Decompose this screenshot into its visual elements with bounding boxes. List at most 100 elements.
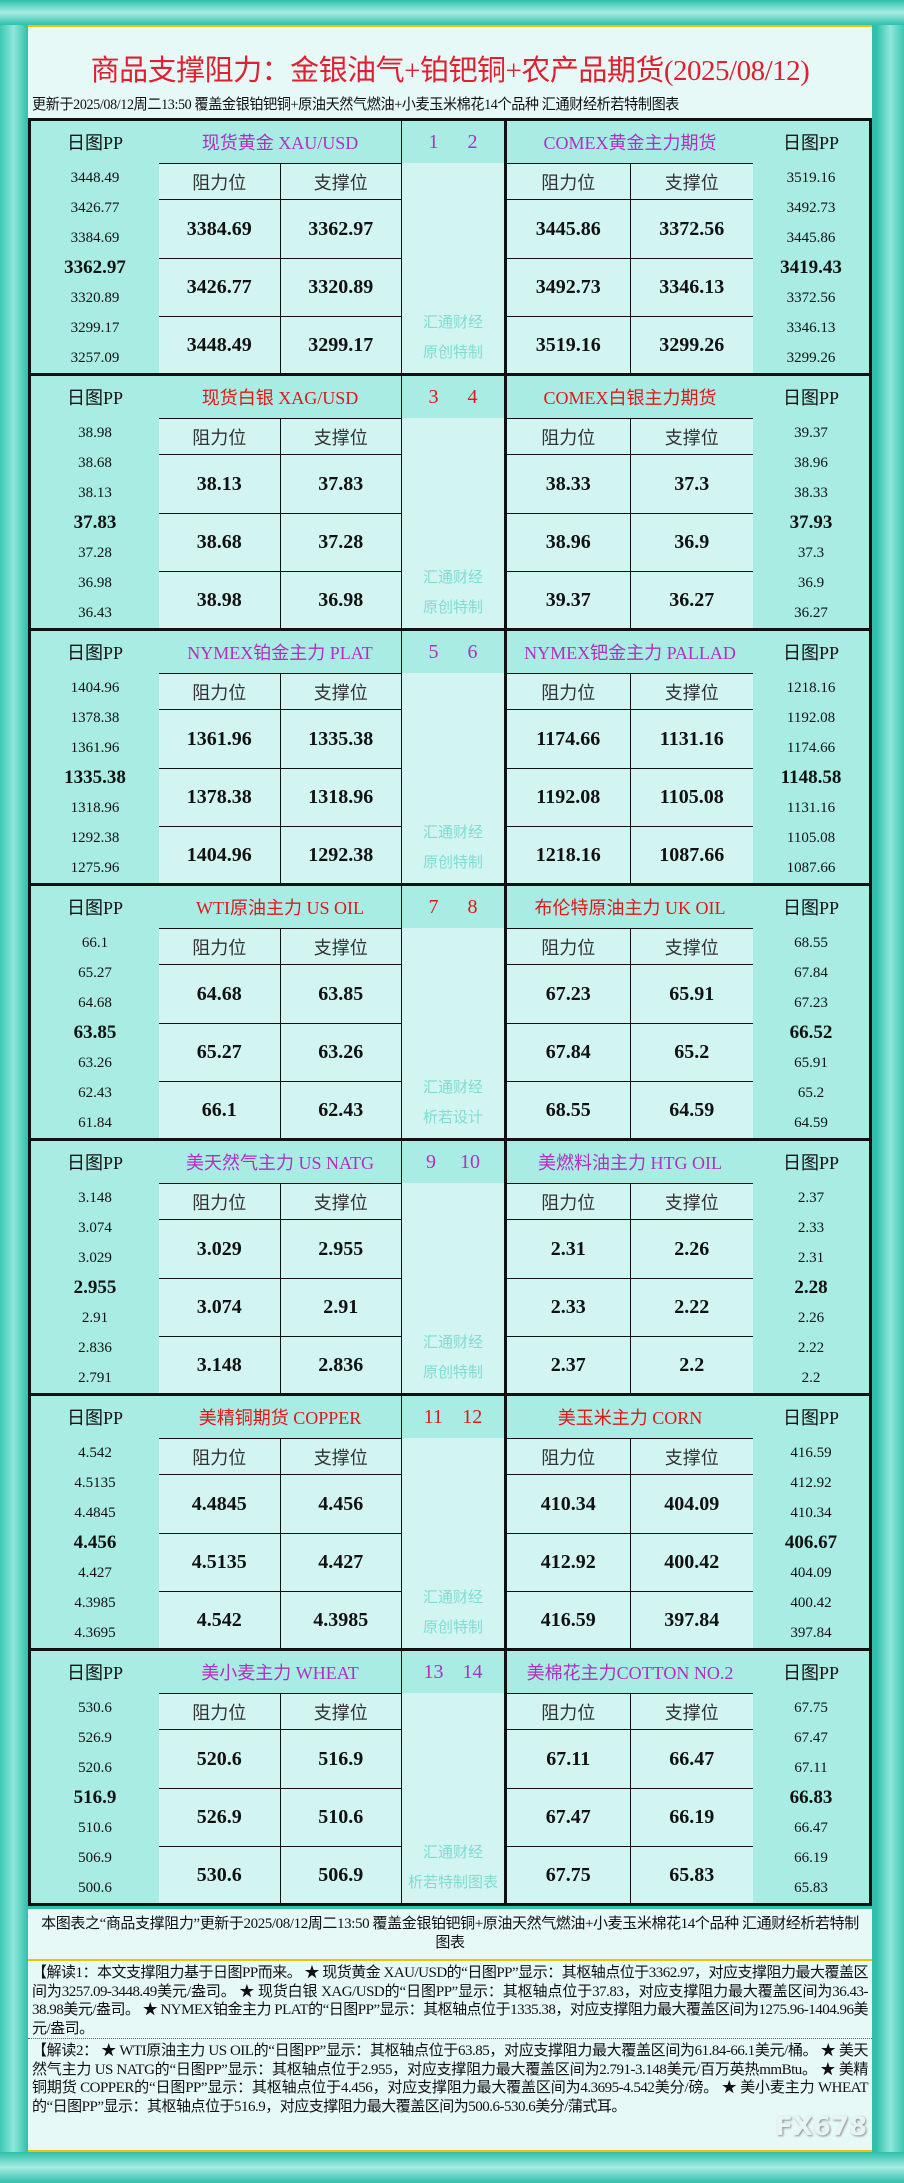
center-body: 汇通财经 原创特制: [402, 418, 504, 628]
table-row: 1404.96 1292.38: [159, 826, 401, 884]
pp-level-value: 4.3695: [74, 1625, 116, 1641]
center-column: 7 8 汇通财经 析若设计: [401, 886, 507, 1138]
commodity-section: 日图PP 美小麦主力 WHEAT 530.6 526.9 520.6 516.9 510.6…: [28, 1651, 872, 1906]
center-column: 9 10 汇通财经 原创特制: [401, 1141, 507, 1393]
resistance-value: 67.84: [545, 1041, 591, 1063]
resistance-value: 67.23: [545, 982, 591, 1005]
resistance-value: 67.11: [546, 1747, 591, 1770]
support-value: 2.26: [629, 1220, 754, 1278]
table-row: 67.11 66.47: [507, 1730, 753, 1788]
resistance-value: 412.92: [540, 1551, 596, 1573]
support-value: 506.9: [279, 1847, 402, 1904]
table-row: 3445.86 3372.56: [507, 200, 753, 258]
pp-level-value: 67.23: [794, 995, 828, 1011]
support-value: 1292.38: [279, 827, 402, 884]
pp-level-value: 1292.38: [70, 830, 120, 846]
pp-level-value: 65.83: [794, 1880, 828, 1896]
support-header: 支撑位: [279, 164, 402, 199]
watermark-text: 析若设计: [422, 1110, 483, 1126]
pp-level-value: 67.11: [794, 1760, 828, 1776]
support-value: 510.6: [279, 1789, 402, 1846]
support-value: 4.456: [279, 1475, 402, 1533]
pp-level-value: 37.3: [797, 545, 825, 561]
commodity-section: 日图PP 现货白银 XAG/USD 38.98 38.68 38.13 37.83 37.2…: [28, 376, 872, 631]
pp-level-value: 38.13: [78, 485, 112, 501]
support-value: 63.26: [279, 1024, 402, 1081]
instrument-name: 现货白银 XAG/USD: [201, 388, 359, 408]
resistance-value: 1192.08: [536, 786, 601, 808]
pp-levels-column: 416.59 412.92 410.34 406.67 404.09 400.42 397.…: [753, 1438, 869, 1648]
update-subtitle: 更新于2025/08/12周二13:50 覆盖金银铂钯铜+原油天然气燃油+小麦玉…: [32, 97, 680, 113]
pp-level-value: 67.47: [794, 1730, 828, 1746]
pivot-point-value: 406.67: [784, 1532, 838, 1553]
pp-level-value: 397.84: [790, 1625, 832, 1641]
instrument-name: 美小麦主力 WHEAT: [201, 1663, 359, 1683]
section-number: 7: [428, 895, 439, 918]
resistance-value: 3445.86: [535, 217, 601, 240]
support-header: 支撑位: [629, 164, 754, 199]
pp-level-value: 4.542: [78, 1445, 112, 1461]
center-body: 汇通财经 原创特制: [402, 1438, 504, 1648]
pp-header: 日图PP: [66, 1663, 124, 1683]
pp-level-value: 66.1: [81, 935, 109, 951]
pp-levels-column: 2.37 2.33 2.31 2.28 2.26 2.22 2.2: [753, 1183, 869, 1393]
pp-level-value: 38.68: [78, 455, 112, 471]
table-header: 阻力位 支撑位: [159, 1439, 401, 1475]
resistance-value: 3.074: [196, 1296, 242, 1318]
pp-level-value: 67.75: [794, 1700, 828, 1716]
pp-level-value: 3372.56: [786, 290, 836, 306]
resistance-header: 阻力位: [192, 172, 247, 193]
pp-header: 日图PP: [66, 388, 124, 408]
pp-levels-column: 67.75 67.47 67.11 66.83 66.47 66.19 65.83: [753, 1693, 869, 1903]
title-box: 商品支撑阻力：金银油气+铂钯铜+农产品期货(2025/08/12) 更新于202…: [28, 25, 872, 121]
support-value: 2.2: [629, 1337, 754, 1394]
pp-levels-column: 530.6 526.9 520.6 516.9 510.6 506.9 500.6: [31, 1693, 159, 1903]
table-row: 3.074 2.91: [159, 1278, 401, 1336]
instrument-name: COMEX白银主力期货: [543, 388, 717, 408]
pp-level-value: 66.47: [794, 1820, 828, 1836]
explanation-2: 【解读2： ★ WTI原油主力 US OIL的“日图PP”显示：其枢轴点位于63…: [28, 2039, 872, 2152]
pivot-point-value: 66.52: [789, 1022, 833, 1043]
table-row: 410.34 404.09: [507, 1475, 753, 1533]
watermark-text: 原创特制: [422, 345, 483, 361]
pp-levels-column: 3.148 3.074 3.029 2.955 2.91 2.836 2.791: [31, 1183, 159, 1393]
table-row: 66.1 62.43: [159, 1081, 401, 1139]
pp-level-value: 526.9: [78, 1730, 112, 1746]
pp-level-value: 67.84: [794, 965, 828, 981]
table-row: 3448.49 3299.17: [159, 316, 401, 374]
resistance-value: 1404.96: [186, 844, 252, 866]
pp-level-value: 4.4845: [74, 1505, 116, 1521]
pp-level-value: 510.6: [78, 1820, 112, 1836]
table-row: 3519.16 3299.26: [507, 316, 753, 374]
table-header: 阻力位 支撑位: [159, 674, 401, 710]
pp-level-value: 2.31: [797, 1250, 825, 1266]
resistance-value: 520.6: [196, 1747, 242, 1770]
resistance-value: 410.34: [540, 1492, 596, 1515]
table-header: 阻力位 支撑位: [507, 1694, 753, 1730]
support-value: 37.3: [629, 455, 754, 513]
section-number: 4: [467, 385, 478, 408]
resistance-value: 1378.38: [186, 786, 252, 808]
pp-levels-column: 38.98 38.68 38.13 37.83 37.28 36.98 36.43: [31, 418, 159, 628]
pp-level-value: 38.33: [794, 485, 828, 501]
pp-level-value: 1275.96: [70, 860, 120, 876]
resistance-value: 39.37: [545, 589, 591, 611]
pp-levels-column: 1404.96 1378.38 1361.96 1335.38 1318.96 1292.…: [31, 673, 159, 883]
table-row: 4.542 4.3985: [159, 1591, 401, 1649]
center-body: 汇通财经 原创特制: [402, 673, 504, 883]
support-value: 3362.97: [279, 200, 402, 258]
levels-table: 阻力位 支撑位 38.13 37.83 38.68 37.28 38.98 36.98: [159, 418, 401, 629]
pp-level-value: 61.84: [78, 1115, 112, 1131]
support-value: 66.47: [629, 1730, 754, 1788]
watermark-text: 原创特制: [422, 1620, 483, 1636]
instrument-name: WTI原油主力 US OIL: [196, 898, 364, 918]
center-column: 11 12 汇通财经 原创特制: [401, 1396, 507, 1648]
table-header: 阻力位 支撑位: [507, 929, 753, 965]
instrument-name: NYMEX铂金主力 PLAT: [187, 643, 373, 663]
table-row: 38.13 37.83: [159, 455, 401, 513]
resistance-header: 阻力位: [192, 937, 247, 958]
pp-level-value: 3346.13: [786, 320, 836, 336]
table-header: 阻力位 支撑位: [159, 164, 401, 200]
table-row: 1192.08 1105.08: [507, 768, 753, 826]
